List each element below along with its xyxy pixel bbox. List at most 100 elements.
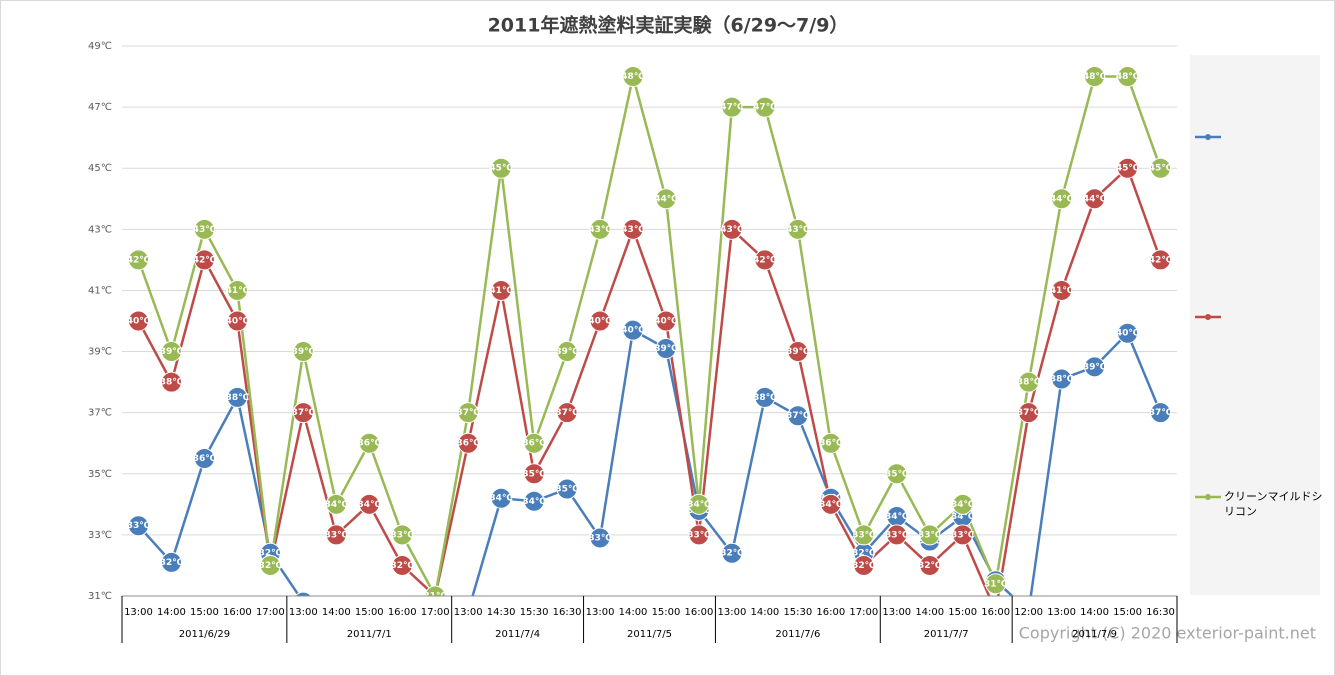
data-point [919, 554, 941, 576]
data-point [622, 319, 644, 341]
data-point [589, 310, 611, 332]
data-point [1117, 322, 1139, 344]
y-tick-label: 49℃ [88, 41, 112, 52]
data-label: 37℃ [456, 408, 480, 418]
data-label: 33℃ [885, 530, 909, 540]
x-tick-label: 12:00 [1014, 607, 1043, 618]
data-point [193, 218, 215, 240]
data-point [787, 218, 809, 240]
data-label: 34℃ [489, 494, 513, 504]
x-tick-label: 14:00 [322, 607, 351, 618]
data-label: 34℃ [325, 500, 349, 510]
x-tick-label: 15:30 [783, 607, 812, 618]
data-label: 42℃ [127, 255, 151, 265]
data-point [556, 478, 578, 500]
data-point [1150, 249, 1172, 271]
data-point [820, 493, 842, 515]
x-tick-label: 16:00 [388, 607, 417, 618]
data-label: 39℃ [292, 347, 316, 357]
data-label: 34℃ [687, 500, 711, 510]
x-tick-label: 14:00 [1080, 607, 1109, 618]
data-label: 31℃ [423, 592, 447, 602]
data-point [226, 386, 248, 408]
data-point [1084, 188, 1106, 210]
data-label: 36℃ [456, 439, 480, 449]
data-label: 39℃ [160, 347, 184, 357]
data-point [226, 279, 248, 301]
data-label: 33℃ [127, 521, 151, 531]
data-label: 43℃ [786, 225, 810, 235]
x-tick-label: 15:00 [652, 607, 681, 618]
data-point [688, 524, 710, 546]
x-tick-label: 16:30 [553, 607, 582, 618]
data-label: 40℃ [127, 317, 151, 327]
group-label: 2011/7/4 [495, 629, 540, 640]
legend-label: クリーンマイルドシリコン [1224, 490, 1322, 518]
watermark: Copyright (C) 2020 exterior-paint.net [1019, 624, 1316, 643]
data-point [721, 542, 743, 564]
data-point [391, 524, 413, 546]
data-label: 38℃ [226, 393, 250, 403]
grid [122, 45, 1177, 597]
x-tick-label: 13:00 [718, 607, 747, 618]
data-point [1051, 368, 1073, 390]
data-point [754, 386, 776, 408]
x-tick-label: 17:00 [256, 607, 285, 618]
data-point [721, 96, 743, 118]
group-label: 2011/7/9 [1072, 629, 1117, 640]
x-tick-label: 16:30 [1146, 607, 1175, 618]
data-label: 44℃ [1083, 194, 1107, 204]
data-label: 40℃ [654, 317, 678, 327]
data-label: 32℃ [852, 561, 876, 571]
data-label: 41℃ [226, 286, 250, 296]
data-label: 44℃ [654, 194, 678, 204]
y-tick-label: 37℃ [88, 408, 112, 419]
data-point [1084, 66, 1106, 88]
x-tick-label: 13:00 [289, 607, 318, 618]
data-point [556, 402, 578, 424]
y-tick-label: 43℃ [88, 224, 112, 235]
y-tick-label: 41℃ [88, 285, 112, 296]
data-point [127, 310, 149, 332]
data-point [490, 279, 512, 301]
data-label: 40℃ [1116, 329, 1140, 339]
y-tick-label: 39℃ [88, 347, 112, 358]
data-label: 34℃ [819, 500, 843, 510]
y-tick-label: 45℃ [88, 163, 112, 174]
data-point [259, 554, 281, 576]
data-point [193, 448, 215, 469]
data-label: 38℃ [1017, 378, 1041, 388]
data-label: 32℃ [918, 561, 942, 571]
data-label: 33℃ [852, 530, 876, 540]
data-label: 33℃ [918, 530, 942, 540]
x-tick-label: 13:00 [454, 607, 483, 618]
x-tick-label: 15:00 [1113, 607, 1142, 618]
data-label: 47℃ [753, 103, 777, 113]
data-point [589, 218, 611, 240]
data-point [226, 310, 248, 332]
legend-marker [1205, 134, 1211, 140]
data-label: 34℃ [885, 512, 909, 522]
data-point [1051, 279, 1073, 301]
data-label: 38℃ [160, 378, 184, 388]
data-point [886, 463, 908, 485]
data-point [556, 341, 578, 363]
data-label: 36℃ [522, 439, 546, 449]
data-label: 39℃ [786, 347, 810, 357]
data-point [292, 341, 314, 363]
data-label: 40℃ [588, 317, 612, 327]
x-tick-label: 16:00 [223, 607, 252, 618]
data-label: 36℃ [193, 454, 217, 464]
group-label: 2011/7/5 [627, 629, 672, 640]
data-point [952, 493, 974, 515]
x-tick-label: 15:30 [520, 607, 549, 618]
data-point [127, 515, 149, 537]
data-label: 34℃ [951, 512, 975, 522]
data-label: 47℃ [720, 103, 744, 113]
legend-marker [1205, 314, 1211, 320]
data-point [127, 249, 149, 271]
x-tick-label: 17:00 [849, 607, 878, 618]
data-point [1018, 402, 1040, 424]
y-tick-label: 31℃ [88, 591, 112, 602]
data-point [787, 405, 809, 427]
